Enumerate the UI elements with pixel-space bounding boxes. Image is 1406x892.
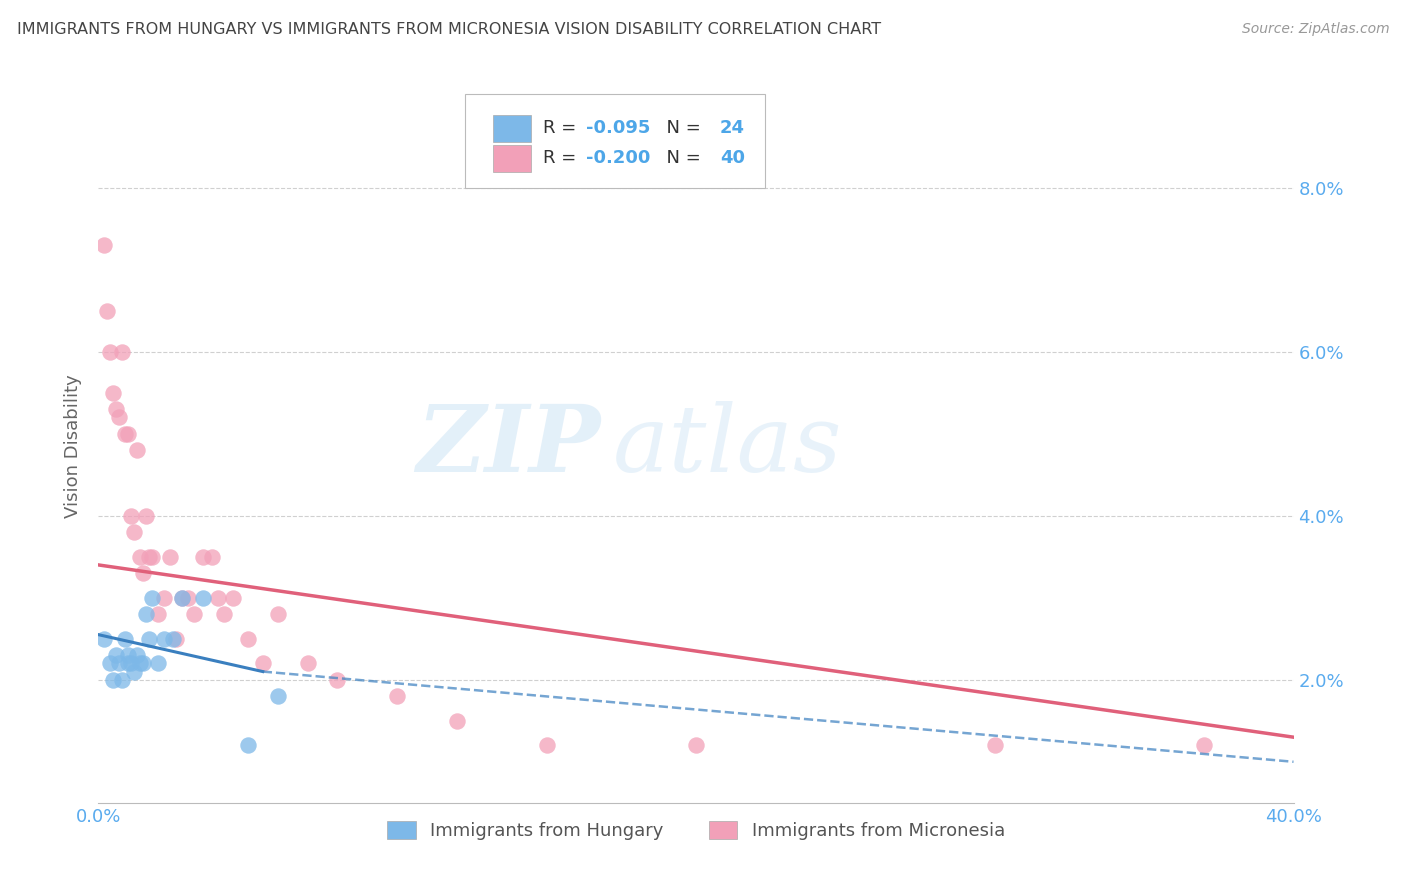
Point xyxy=(124,525,146,540)
Point xyxy=(162,632,184,646)
Point xyxy=(111,344,134,359)
Point xyxy=(105,648,128,662)
Y-axis label: Vision Disability: Vision Disability xyxy=(65,374,83,518)
Point xyxy=(165,632,187,646)
Point xyxy=(267,607,290,622)
Point xyxy=(96,303,118,318)
Text: IMMIGRANTS FROM HUNGARY VS IMMIGRANTS FROM MICRONESIA VISION DISABILITY CORRELAT: IMMIGRANTS FROM HUNGARY VS IMMIGRANTS FR… xyxy=(17,22,882,37)
Point xyxy=(252,657,274,671)
Point xyxy=(236,632,259,646)
Legend: Immigrants from Hungary, Immigrants from Micronesia: Immigrants from Hungary, Immigrants from… xyxy=(380,814,1012,847)
Point xyxy=(172,591,194,605)
Point xyxy=(385,689,409,703)
Point xyxy=(114,426,136,441)
Text: Source: ZipAtlas.com: Source: ZipAtlas.com xyxy=(1241,22,1389,37)
Point xyxy=(117,648,139,662)
Text: ZIP: ZIP xyxy=(416,401,600,491)
Text: 24: 24 xyxy=(720,120,745,137)
Point xyxy=(105,402,128,417)
Point xyxy=(93,238,115,252)
Point xyxy=(120,657,142,671)
Text: N =: N = xyxy=(655,150,707,168)
Point xyxy=(135,607,157,622)
FancyBboxPatch shape xyxy=(465,95,765,187)
Point xyxy=(141,591,163,605)
Text: R =: R = xyxy=(543,120,582,137)
Point xyxy=(153,632,176,646)
Point xyxy=(141,549,163,564)
Text: -0.200: -0.200 xyxy=(586,150,651,168)
Text: R =: R = xyxy=(543,150,582,168)
Point xyxy=(132,566,155,581)
Point xyxy=(207,591,229,605)
Point xyxy=(297,657,319,671)
Point xyxy=(148,657,170,671)
Point xyxy=(124,665,146,679)
Point xyxy=(685,739,707,753)
Point xyxy=(117,657,139,671)
FancyBboxPatch shape xyxy=(494,115,531,142)
Point xyxy=(98,344,122,359)
Point xyxy=(159,549,181,564)
Point xyxy=(1192,739,1215,753)
Point xyxy=(172,591,194,605)
Point xyxy=(138,632,160,646)
Point xyxy=(129,657,152,671)
Point xyxy=(138,549,160,564)
Point xyxy=(446,714,468,728)
Point xyxy=(267,689,290,703)
Text: N =: N = xyxy=(655,120,707,137)
Point xyxy=(117,426,139,441)
Point xyxy=(103,385,125,400)
Point xyxy=(135,508,157,523)
Point xyxy=(114,632,136,646)
Point xyxy=(183,607,205,622)
Point xyxy=(236,739,259,753)
Point xyxy=(108,410,131,425)
FancyBboxPatch shape xyxy=(494,145,531,172)
Point xyxy=(201,549,224,564)
Text: atlas: atlas xyxy=(613,401,842,491)
Point xyxy=(326,673,349,687)
Point xyxy=(177,591,200,605)
Text: -0.095: -0.095 xyxy=(586,120,651,137)
Text: 40: 40 xyxy=(720,150,745,168)
Point xyxy=(536,739,558,753)
Point xyxy=(153,591,176,605)
Point xyxy=(127,443,149,458)
Point xyxy=(212,607,235,622)
Point xyxy=(111,673,134,687)
Point xyxy=(984,739,1007,753)
Point xyxy=(132,657,155,671)
Point xyxy=(120,508,142,523)
Point xyxy=(148,607,170,622)
Point xyxy=(191,591,214,605)
Point xyxy=(108,657,131,671)
Point xyxy=(98,657,122,671)
Point xyxy=(93,632,115,646)
Point xyxy=(222,591,245,605)
Point xyxy=(129,549,152,564)
Point xyxy=(127,648,149,662)
Point xyxy=(103,673,125,687)
Point xyxy=(191,549,214,564)
